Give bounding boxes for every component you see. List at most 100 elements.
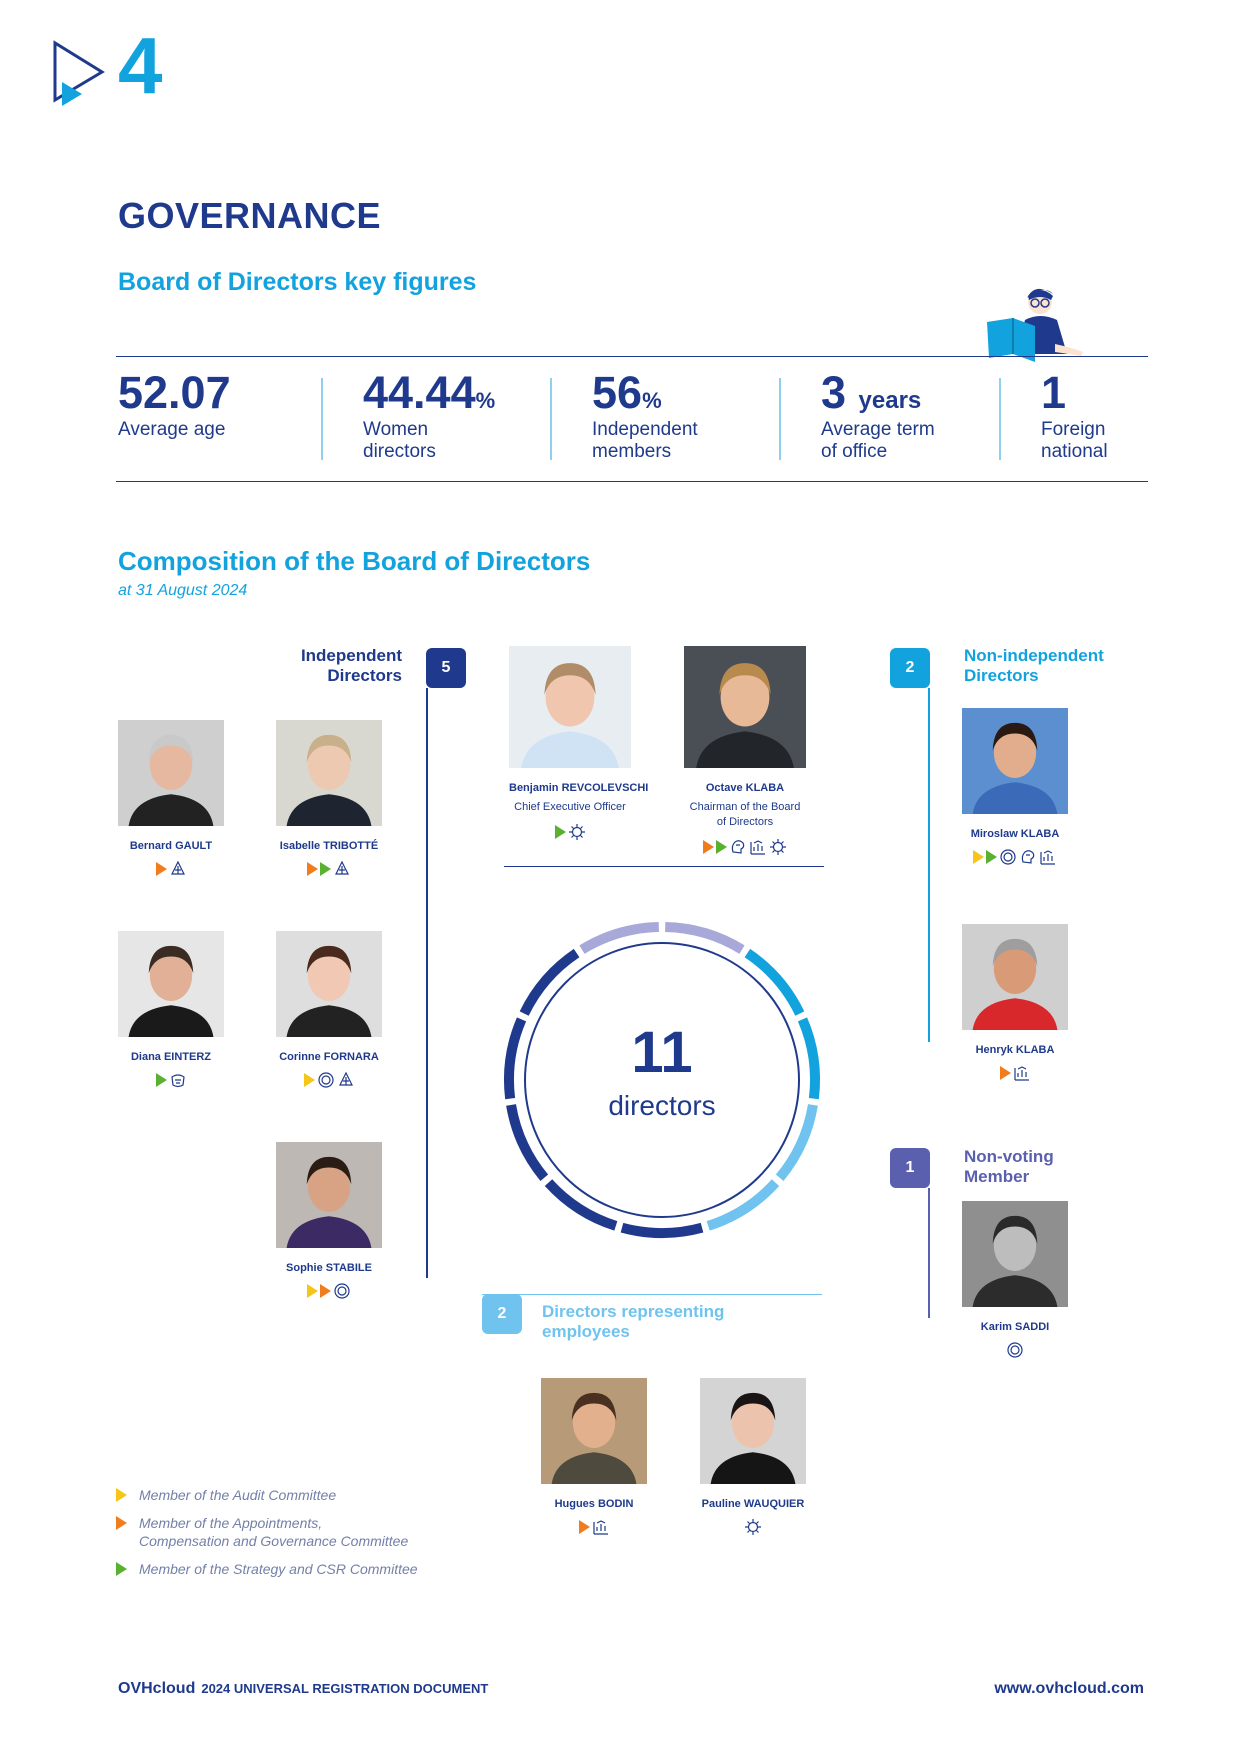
portrait-icon [962,1201,1068,1307]
donut-segment [797,1017,820,1100]
appointments-committee-icon [320,1284,331,1298]
director-card-corinne: Corinne FORNARA [276,931,422,1089]
chart-growth-icon [1013,1066,1029,1081]
key-figure-women-directors: 44.44% Women directors [363,370,495,463]
gear-cog-icon [568,824,585,840]
key-figure-average-age: 52.07 Average age [118,370,268,441]
appointments-committee-icon [578,1520,590,1534]
legend-item: Member of the Appointments, Compensation… [116,1514,418,1550]
donut-total-number: 11 [631,1020,693,1085]
key-figure-label: Average age [118,419,226,440]
director-name: Miroslaw KLABA [970,828,1060,840]
portrait-icon [684,646,806,768]
copyright-circle-icon [334,1283,350,1299]
director-name: Corinne FORNARA [279,1051,379,1063]
committee-icons [276,1071,382,1089]
group-label-independent: Independent Directors [300,646,402,685]
legend-label: Member of the Audit Committee [139,1487,337,1503]
director-photo [684,646,806,768]
group-rule-non-voting [928,1188,930,1318]
appointments-committee-icon [116,1516,127,1530]
donut-segment [665,922,745,954]
key-figure-label: Average term of office [821,419,935,462]
committee-icons [684,838,806,856]
director-name: Sophie STABILE [286,1262,372,1274]
key-figure-label: Foreign national [1041,419,1108,462]
gear-cog-icon [745,1519,761,1535]
director-card-karim: Karim SADDI [962,1201,1108,1359]
director-name: Pauline WAUQUIER [701,1498,805,1510]
audit-committee-icon [973,850,984,864]
committee-icons [276,1282,382,1300]
audit-committee-icon [116,1488,127,1502]
legend: Member of the Audit Committee Member of … [116,1486,418,1578]
strategy-committee-icon [155,1073,167,1087]
group-count-badge-non-independent: 2 [890,648,930,688]
group-count-badge-employees: 2 [482,1294,522,1334]
head-idea-icon [1021,850,1035,864]
director-photo [700,1378,806,1484]
director-card-isabelle: Isabelle TRIBOTTÉ [276,720,422,878]
group-label-employees: Directors representing employees [542,1302,725,1341]
director-name: Bernard GAULT [129,840,213,852]
portrait-icon [276,720,382,826]
audit-committee-icon [307,1284,318,1298]
donut-segment [744,948,805,1016]
committee-icons [962,1341,1068,1359]
group-rule-non-independent [928,688,930,1042]
head-idea-icon [731,840,745,854]
audit-committee-icon [303,1073,315,1087]
director-card-octave: Octave KLABA Chairman of the Board of Dir… [684,646,846,856]
director-photo [118,720,224,826]
footer-document-title: 2024 UNIVERSAL REGISTRATION DOCUMENT [201,1681,489,1696]
donut-segments [504,922,820,1238]
donut-segment [544,1179,618,1231]
director-photo [276,931,382,1037]
footer-url[interactable]: www.ovhcloud.com [994,1680,1144,1697]
group-count-badge-non-voting: 1 [890,1148,930,1188]
chart-growth-icon [592,1520,608,1535]
directors-donut-chart [504,922,820,1238]
director-photo [509,646,631,768]
key-figure-foreign-national: 1 Foreign national [1041,370,1131,463]
committee-icons [541,1518,647,1536]
copyright-circle-icon [1007,1342,1023,1358]
director-role: Chairman of the Board of Directors [689,801,801,828]
director-card-pauline: Pauline WAUQUIER [700,1378,846,1536]
group-label-non-voting: Non-voting Member [964,1147,1054,1186]
director-name: Karim SADDI [980,1321,1050,1333]
page-title: GOVERNANCE [118,195,382,236]
director-name: Hugues BODIN [554,1498,634,1510]
director-card-hugues: Hugues BODIN [541,1378,687,1536]
director-photo [541,1378,647,1484]
donut-segment [506,1104,549,1181]
group-rule-employees [482,1294,822,1295]
copyright-circle-icon [1000,849,1016,865]
strategy-committee-icon [554,825,566,839]
key-figure-value: 3 [821,367,847,418]
legend-item: Member of the Audit Committee [116,1486,418,1504]
donut-segment [706,1179,780,1231]
director-photo [276,720,382,826]
portrait-icon [700,1378,806,1484]
key-figure-separator [999,378,1001,460]
section-subtitle: Board of Directors key figures [118,268,477,296]
donut-segment [620,1222,704,1238]
legend-label: Member of the Strategy and CSR Committee [139,1561,418,1577]
appointments-committee-icon [307,862,318,876]
director-role: Chief Executive Officer [514,801,626,813]
director-photo [276,1142,382,1248]
key-figure-separator [779,378,781,460]
footer-brand: OVHcloud 2024 UNIVERSAL REGISTRATION DOCU… [118,1680,488,1698]
key-figure-value: 1 [1041,367,1067,418]
tree-icon [338,1071,353,1086]
director-photo [962,924,1068,1030]
tree-icon [170,860,185,875]
key-figures-top-rule [116,356,1148,357]
executives-rule [504,866,824,867]
donut-segment [579,922,659,954]
chapter-number: 4 [118,21,163,110]
committee-icons [276,860,382,878]
key-figure-label: Independent members [592,419,698,462]
donut-segment [775,1104,818,1181]
